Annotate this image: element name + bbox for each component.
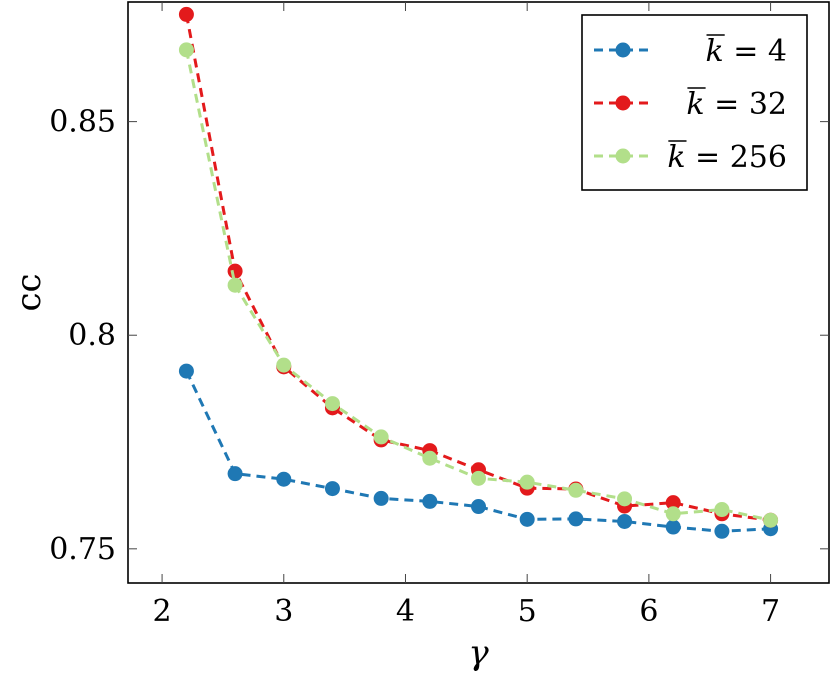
x-tick-label: 2 — [153, 594, 172, 629]
data-point — [324, 396, 340, 412]
data-point — [227, 277, 243, 293]
plot-frame — [127, 1, 830, 584]
data-point — [471, 470, 486, 486]
data-point — [665, 519, 681, 535]
data-point — [422, 450, 438, 466]
data-point — [714, 523, 730, 539]
legend-label: k = 4 — [706, 34, 787, 69]
legend-k-symbol: k — [706, 34, 724, 69]
x-tick-label: 5 — [518, 594, 537, 629]
data-point — [519, 511, 535, 527]
legend-k-symbol: k — [667, 140, 685, 175]
legend-entry: k = 32 — [594, 87, 787, 122]
data-point — [276, 471, 292, 487]
legend-entry: k = 4 — [594, 34, 787, 69]
series-3 — [178, 42, 779, 528]
x-tick-label: 4 — [396, 594, 415, 629]
y-axis-label: cc — [9, 273, 49, 311]
x-tick-label: 3 — [274, 594, 293, 629]
data-point — [276, 357, 292, 373]
data-point — [568, 511, 584, 527]
x-axis-label: γ — [468, 633, 489, 673]
legend-value: = 32 — [705, 87, 787, 122]
data-point — [178, 42, 194, 58]
data-point — [227, 466, 243, 482]
data-point — [373, 490, 389, 506]
series-1 — [178, 363, 779, 539]
data-point — [763, 512, 779, 528]
legend-label: k = 32 — [686, 87, 787, 122]
data-point — [617, 491, 633, 507]
data-point — [665, 506, 681, 522]
y-tick-label: 0.75 — [49, 532, 116, 567]
legend-marker — [615, 42, 631, 58]
data-point — [422, 493, 438, 509]
legend-value: = 256 — [686, 140, 787, 175]
legend-entry: k = 256 — [594, 140, 787, 175]
data-point — [227, 263, 243, 279]
y-tick-label: 0.85 — [49, 105, 116, 140]
data-point — [178, 6, 194, 22]
x-tick-label: 6 — [639, 594, 658, 629]
legend-marker — [615, 148, 631, 164]
data-point — [714, 502, 730, 518]
data-point — [519, 474, 535, 490]
data-point — [617, 513, 633, 529]
x-tick-label: 7 — [761, 594, 780, 629]
legend-k-symbol: k — [686, 87, 704, 122]
legend-value: = 4 — [724, 34, 787, 69]
data-point — [324, 481, 340, 497]
legend-label: k = 256 — [667, 140, 787, 175]
data-point — [373, 429, 389, 445]
y-tick-label: 0.8 — [68, 318, 116, 353]
data-point — [178, 363, 194, 379]
legend-marker — [615, 95, 631, 111]
data-point — [568, 482, 584, 498]
data-point — [471, 499, 486, 515]
data-point — [665, 495, 681, 511]
